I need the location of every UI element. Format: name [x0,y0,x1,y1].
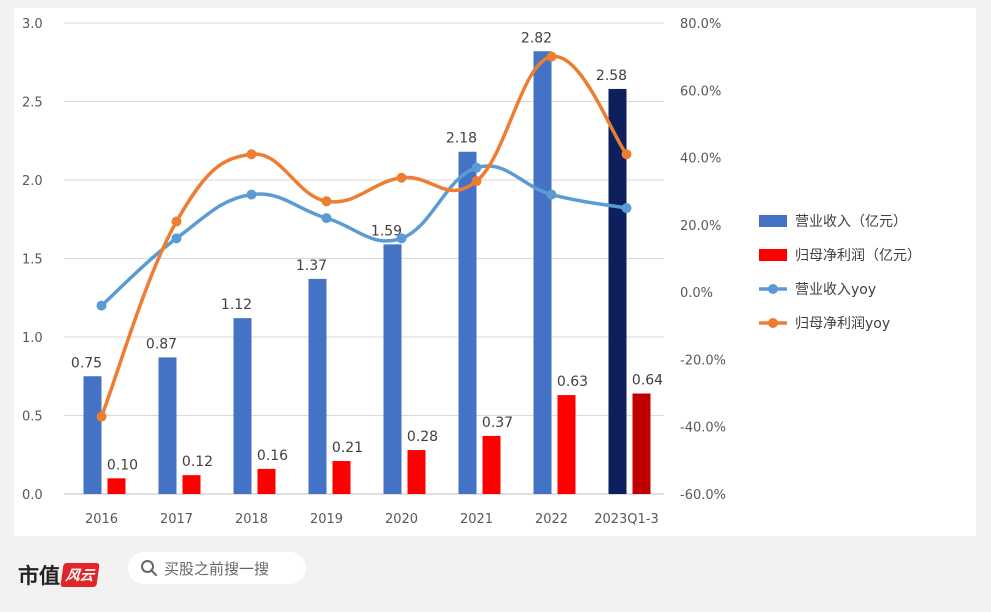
brand-name: 市值 [18,563,60,588]
revenue-label: 0.75 [71,355,102,371]
right-axis-tick: -40.0% [680,421,726,436]
brand-mark: 风云 [60,563,100,587]
revenue-yoy-point [546,189,557,200]
left-axis-tick: 2.0 [22,174,43,189]
profit-bar [182,475,201,494]
revenue-label: 2.82 [521,30,552,46]
profit-label: 0.12 [182,454,213,470]
legend-label: 营业收入yoy [795,282,876,298]
profit-bar [332,461,351,494]
profit-bar [557,395,576,494]
legend-label: 营业收入（亿元） [795,214,907,230]
profit-yoy-point [246,149,257,160]
legend-marker [768,318,778,328]
left-axis-tick: 0.0 [22,488,43,503]
legend-swatch [759,249,787,261]
revenue-bar [533,51,552,494]
x-axis-tick: 2020 [385,512,418,527]
brand-logo[interactable]: 市值 风云 [18,560,100,590]
x-axis-tick: 2019 [310,512,343,527]
revenue-yoy-point [321,213,332,224]
revenue-yoy-point [246,189,257,200]
legend-swatch [759,215,787,227]
profit-label: 0.16 [257,448,288,464]
revenue-bar [308,278,327,494]
revenue-bar [233,318,252,494]
revenue-yoy-point [621,203,632,214]
profit-bar [632,393,651,494]
right-axis-tick: 20.0% [680,219,721,234]
search-input[interactable]: 买股之前搜一搜 [128,552,306,584]
revenue-bar [458,151,477,495]
x-axis-tick: 2021 [460,512,493,527]
profit-bar [257,468,276,494]
legend-marker [768,284,778,294]
revenue-bar [383,244,402,494]
x-axis-tick: 2016 [85,512,118,527]
revenue-label: 2.58 [596,68,627,84]
left-axis-tick: 3.0 [22,17,43,32]
legend-label: 归母净利润（亿元） [795,247,921,264]
profit-yoy-point [546,51,557,62]
profit-label: 0.10 [107,457,138,473]
profit-yoy-point [471,176,482,187]
revenue-label: 0.87 [146,336,177,352]
chart-card: 0.0 0.5 1.0 1.5 2.0 2.5 3.0 -60.0% -40.0% -20.0% 0… [14,8,976,536]
x-axis-tick: 2018 [235,512,268,527]
footer: 市值 风云 买股之前搜一搜 [0,540,991,612]
left-axis-tick: 0.5 [22,410,43,425]
legend-label: 归母净利润yoy [795,315,890,332]
profit-bar [107,478,126,494]
profit-label: 0.28 [407,429,438,445]
x-axis-tick: 2022 [535,512,568,527]
revenue-bar [158,357,177,494]
revenue-yoy-point [171,233,182,244]
right-axis-tick: -60.0% [680,488,726,503]
profit-yoy-point [321,196,332,207]
profit-yoy-point [171,216,182,227]
profit-label: 0.37 [482,415,513,431]
right-axis-tick: 0.0% [680,286,713,301]
x-axis-tick: 2023Q1-3 [594,512,659,527]
profit-label: 0.64 [632,373,663,389]
profit-bar [407,450,426,494]
revenue-label: 2.18 [446,131,477,147]
right-axis-tick: 60.0% [680,84,721,99]
left-axis-tick: 1.0 [22,331,43,346]
combo-chart: 0.0 0.5 1.0 1.5 2.0 2.5 3.0 -60.0% -40.0% -20.0% 0… [22,17,921,527]
x-axis-tick: 2017 [160,512,193,527]
profit-label: 0.21 [332,440,363,456]
revenue-label: 1.37 [296,258,327,274]
right-axis-tick: 40.0% [680,152,721,167]
search-placeholder: 买股之前搜一搜 [164,559,270,578]
left-axis-tick: 1.5 [22,253,43,268]
revenue-yoy-point [396,233,407,244]
revenue-yoy-point [471,162,482,173]
revenue-bar [83,376,102,494]
revenue-label: 1.12 [221,297,252,313]
left-axis-tick: 2.5 [22,96,43,111]
profit-yoy-point [96,411,107,422]
right-axis-tick: -20.0% [680,353,726,368]
profit-yoy-point [396,172,407,183]
profit-yoy-point [621,149,632,160]
profit-bar [482,435,501,494]
search-icon [141,560,157,576]
right-axis-tick: 80.0% [680,17,721,32]
profit-label: 0.63 [557,374,588,390]
revenue-bar [608,88,627,494]
revenue-yoy-point [96,300,107,311]
revenue-label: 1.59 [371,223,402,239]
